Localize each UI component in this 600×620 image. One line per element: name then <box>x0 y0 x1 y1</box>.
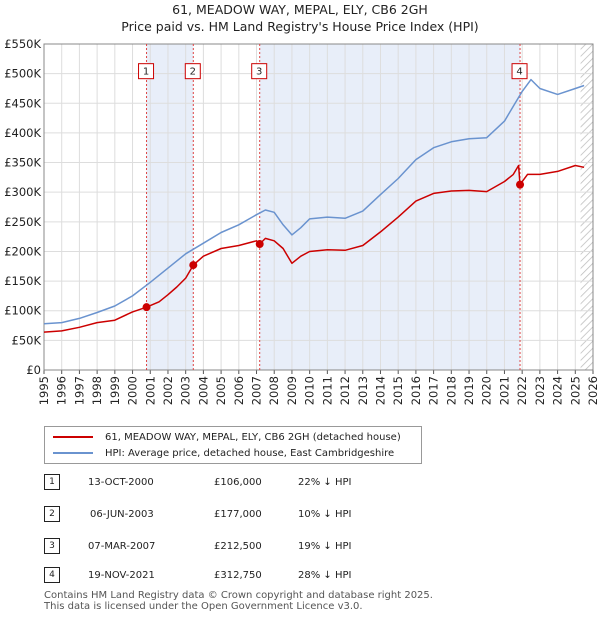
x-tick-label: 2005 <box>214 376 228 405</box>
x-tick-label: 1999 <box>108 376 122 405</box>
x-tick-label: 2010 <box>303 376 317 405</box>
x-tick-label: 2016 <box>409 376 423 405</box>
hpi-line <box>43 78 585 325</box>
sale-number: 4 <box>44 567 60 583</box>
future-hatch <box>580 44 593 370</box>
sale-date: 06-JUN-2003 <box>90 509 154 520</box>
sale-marker-label: 4 <box>516 67 522 78</box>
x-tick-label: 2018 <box>444 376 458 405</box>
legend-item-hpi: HPI: Average price, detached house, East… <box>53 446 394 460</box>
sale-date: 07-MAR-2007 <box>88 541 156 552</box>
y-tick-label: £500K <box>4 67 41 81</box>
sale-hpi: 10% ↓ HPI <box>298 509 352 520</box>
x-tick-label: 2002 <box>161 376 175 405</box>
sale-number: 2 <box>44 506 60 522</box>
sale-hpi: 22% ↓ HPI <box>298 477 352 488</box>
y-tick-label: £350K <box>4 156 41 170</box>
y-tick-label: £100K <box>4 304 41 318</box>
y-tick-label: £450K <box>4 96 41 110</box>
y-tick-label: £300K <box>4 185 41 199</box>
y-tick-label: £200K <box>4 244 41 258</box>
sale-point <box>142 303 151 312</box>
sale-hpi: 19% ↓ HPI <box>298 541 352 552</box>
legend-item-price: 61, MEADOW WAY, MEPAL, ELY, CB6 2GH (det… <box>53 430 401 444</box>
sale-price: £312,750 <box>214 570 262 581</box>
x-tick-label: 2008 <box>267 376 281 405</box>
x-tick-label: 2012 <box>338 376 352 405</box>
sale-marker-box <box>138 63 155 80</box>
x-tick-label: 2017 <box>427 376 441 405</box>
x-tick-label: 2020 <box>480 376 494 405</box>
x-tick-label: 2019 <box>462 376 476 405</box>
sale-price: £106,000 <box>214 477 262 488</box>
sale-marker-label: 3 <box>256 67 262 78</box>
sale-marker-label: 2 <box>190 67 196 78</box>
sale-point <box>255 240 264 249</box>
x-tick-label: 2003 <box>179 376 193 405</box>
sale-marker-box <box>184 63 201 80</box>
price-paid-line <box>43 164 585 333</box>
legend-swatch-hpi <box>53 452 93 454</box>
footer-line: Contains HM Land Registry data © Crown c… <box>44 590 433 601</box>
sale-number: 1 <box>44 474 60 490</box>
x-tick-label: 2007 <box>250 376 264 405</box>
chart-legend: 61, MEADOW WAY, MEPAL, ELY, CB6 2GH (det… <box>44 426 422 464</box>
sale-marker-box <box>511 63 528 80</box>
x-tick-label: 2006 <box>232 376 246 405</box>
x-tick-label: 2021 <box>497 376 511 405</box>
plot-border <box>43 43 594 371</box>
x-tick-label: 2013 <box>356 376 370 405</box>
x-tick-label: 2009 <box>285 376 299 405</box>
x-tick-label: 1996 <box>55 376 69 405</box>
x-tick-label: 1997 <box>72 376 86 405</box>
x-tick-label: 2024 <box>551 376 565 405</box>
legend-label-price: 61, MEADOW WAY, MEPAL, ELY, CB6 2GH (det… <box>105 431 401 443</box>
sale-marker-label: 1 <box>143 67 149 78</box>
sale-number: 3 <box>44 538 60 554</box>
sale-date: 13-OCT-2000 <box>88 477 154 488</box>
table-row: 4 19-NOV-2021 £312,750 28% ↓ HPI <box>42 567 442 585</box>
x-tick-label: 2000 <box>126 376 140 405</box>
shaded-period <box>146 44 194 370</box>
x-tick-label: 2023 <box>533 376 547 405</box>
chart-title: 61, MEADOW WAY, MEPAL, ELY, CB6 2GH <box>172 2 428 17</box>
sale-point <box>189 261 198 270</box>
table-row: 1 13-OCT-2000 £106,000 22% ↓ HPI <box>42 474 442 492</box>
footer: Contains HM Land Registry data © Crown c… <box>44 590 433 612</box>
x-tick-label: 2001 <box>143 376 157 405</box>
shaded-period <box>259 44 521 370</box>
x-tick-label: 1998 <box>90 376 104 405</box>
table-row: 2 06-JUN-2003 £177,000 10% ↓ HPI <box>42 506 442 524</box>
y-tick-label: £400K <box>4 126 41 140</box>
footer-line: This data is licensed under the Open Gov… <box>44 601 363 612</box>
y-tick-label: £550K <box>4 37 41 51</box>
price-chart: £0 £50K £100K £150K £200K £250K £300K £350K £400… <box>4 37 600 405</box>
x-tick-label: 2026 <box>586 376 600 405</box>
y-tick-label: £50K <box>12 333 42 347</box>
y-tick-label: £0 <box>26 363 41 377</box>
sale-hpi: 28% ↓ HPI <box>298 570 352 581</box>
sale-marker-box <box>251 63 268 80</box>
x-tick-label: 2011 <box>320 376 334 405</box>
sale-point <box>516 180 525 189</box>
legend-label-hpi: HPI: Average price, detached house, East… <box>105 447 395 459</box>
table-row: 3 07-MAR-2007 £212,500 19% ↓ HPI <box>42 538 442 556</box>
legend-swatch-price <box>53 436 93 438</box>
x-tick-label: 2022 <box>515 376 529 405</box>
x-tick-label: 1995 <box>37 376 51 405</box>
chart-subtitle: Price paid vs. HM Land Registry's House … <box>121 19 479 34</box>
x-tick-label: 2025 <box>568 376 582 405</box>
sale-price: £177,000 <box>214 509 262 520</box>
y-tick-label: £150K <box>4 274 41 288</box>
x-tick-label: 2014 <box>373 376 387 405</box>
y-tick-label: £250K <box>4 215 41 229</box>
sale-price: £212,500 <box>214 541 262 552</box>
sale-date: 19-NOV-2021 <box>88 570 155 581</box>
x-tick-label: 2015 <box>391 376 405 405</box>
x-tick-label: 2004 <box>196 376 210 405</box>
